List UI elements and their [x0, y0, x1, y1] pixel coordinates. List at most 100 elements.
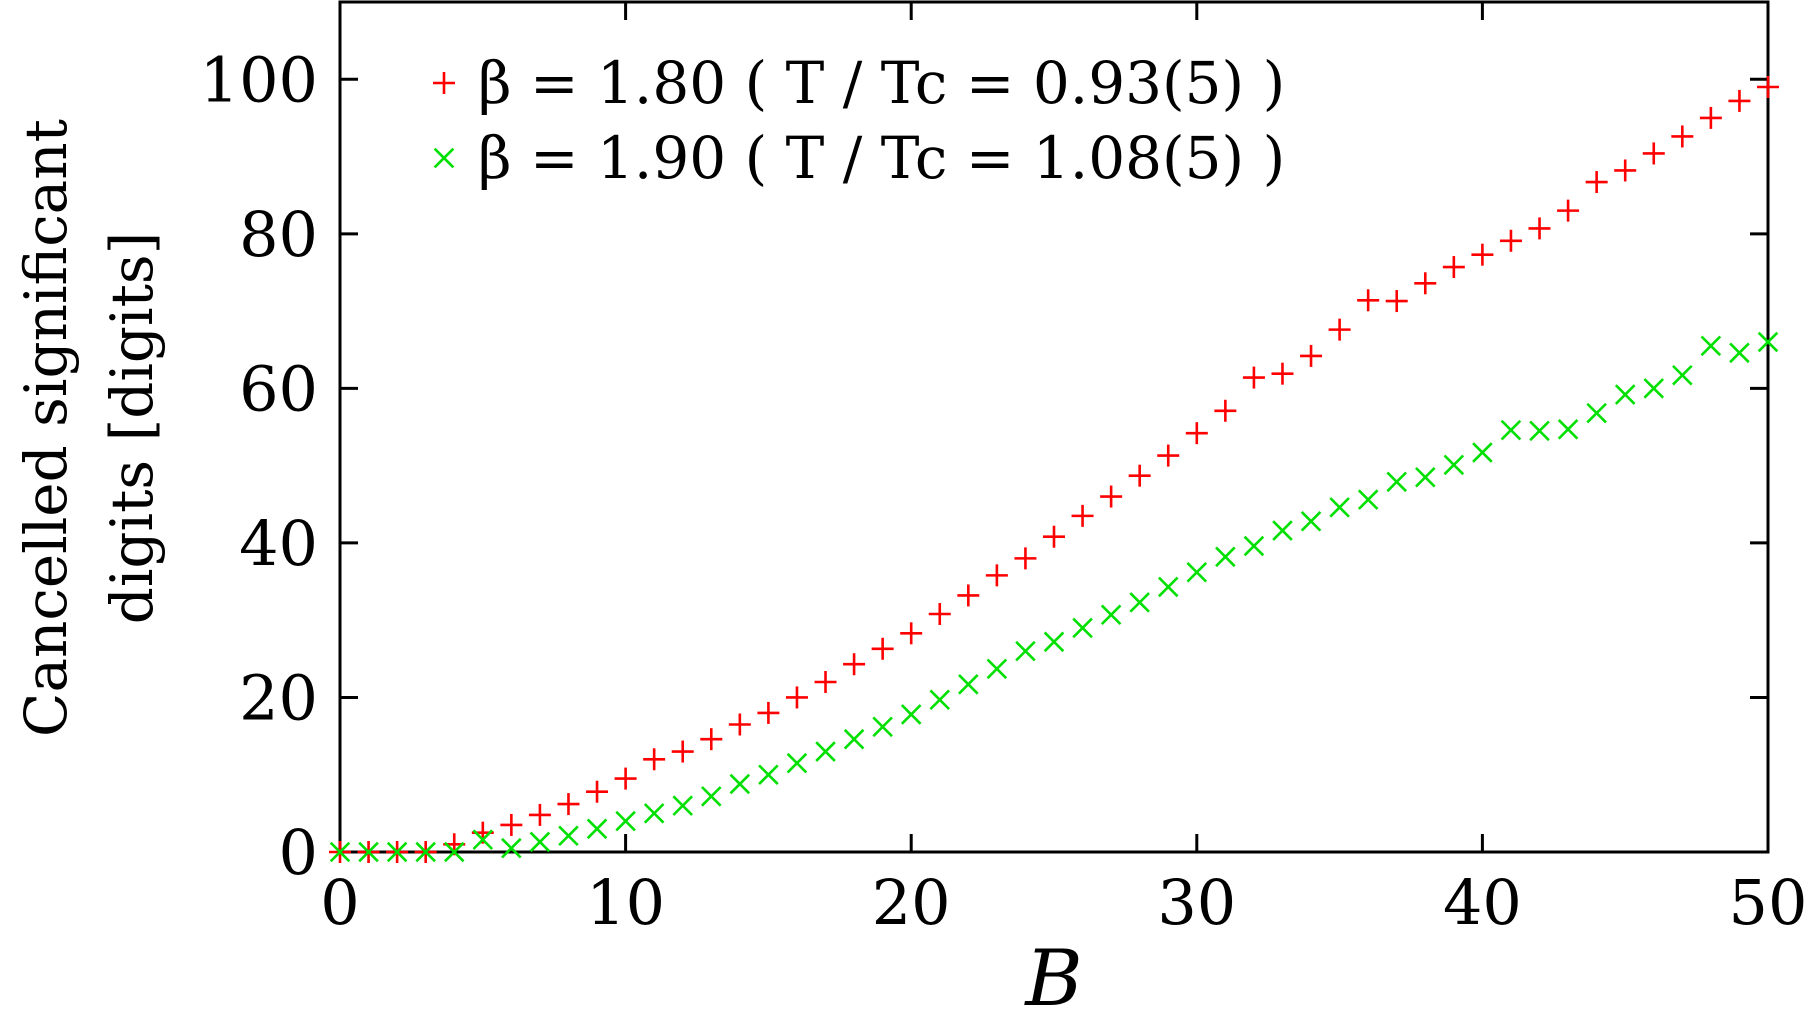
data-point — [957, 584, 980, 607]
marker-stroke — [815, 741, 836, 762]
data-point — [1499, 229, 1522, 252]
data-point — [1300, 511, 1322, 532]
y-tick-label: 80 — [239, 198, 318, 271]
data-point — [1300, 344, 1323, 367]
data-point — [786, 752, 808, 774]
data-point — [615, 810, 636, 832]
data-point — [1272, 520, 1293, 541]
data-point — [443, 841, 465, 863]
data-point — [586, 780, 609, 803]
marker-stroke — [1415, 466, 1436, 488]
data-point — [614, 767, 637, 790]
data-point — [672, 795, 693, 816]
data-point — [643, 803, 665, 824]
marker-stroke — [958, 674, 979, 695]
marker-stroke — [1215, 546, 1236, 568]
data-point — [758, 764, 779, 785]
data-point — [757, 701, 780, 724]
marker-stroke — [1272, 520, 1293, 541]
data-point — [1757, 76, 1779, 98]
marker-stroke — [1243, 535, 1265, 557]
marker-stroke — [1072, 617, 1093, 639]
marker-stroke — [1186, 562, 1208, 583]
marker-stroke — [786, 752, 808, 774]
data-point — [1043, 631, 1065, 653]
marker-stroke — [1386, 471, 1407, 493]
data-point — [586, 818, 608, 840]
y-tick-label: 20 — [239, 661, 318, 734]
marker-stroke — [1043, 631, 1065, 653]
y-tick-label: 60 — [239, 352, 318, 425]
data-point — [329, 841, 351, 863]
marker-stroke — [1529, 420, 1550, 442]
marker-stroke — [1586, 402, 1607, 424]
y-tick-label: 40 — [239, 507, 318, 580]
data-point — [814, 671, 837, 693]
marker-stroke — [1643, 378, 1665, 399]
data-point — [1529, 420, 1550, 442]
x-tick-label: 30 — [1157, 866, 1236, 939]
plot-frame — [338, 0, 1770, 854]
data-point — [701, 786, 722, 807]
data-point — [843, 653, 866, 676]
data-point — [729, 773, 751, 795]
marker-stroke — [672, 795, 693, 816]
x-tick-label: 20 — [872, 866, 951, 939]
marker-stroke — [843, 728, 865, 750]
data-point — [1215, 546, 1236, 568]
data-point — [1442, 256, 1465, 279]
data-point — [1071, 504, 1094, 527]
legend-label: β = 1.90 ( T / Tc = 1.08(5) ) — [478, 124, 1285, 192]
marker-stroke — [701, 786, 722, 807]
marker-stroke — [643, 803, 665, 824]
marker-stroke — [558, 825, 579, 847]
marker-stroke — [872, 716, 893, 738]
data-point — [872, 716, 893, 738]
data-point — [1557, 199, 1580, 222]
series-1 — [329, 76, 1779, 863]
marker-stroke — [1300, 511, 1322, 532]
data-point — [558, 825, 579, 847]
data-point — [785, 686, 808, 709]
data-point — [1242, 366, 1265, 389]
series-2 — [329, 331, 1779, 863]
marker-stroke — [1472, 442, 1493, 463]
data-point — [1157, 444, 1180, 467]
marker-stroke — [1015, 640, 1036, 662]
marker-stroke — [1329, 497, 1350, 518]
data-point — [700, 728, 723, 751]
marker-stroke — [501, 837, 522, 859]
x-axis-label: B — [1023, 934, 1082, 1017]
data-point — [1671, 125, 1694, 148]
marker-stroke — [433, 147, 455, 169]
data-point — [1100, 604, 1122, 626]
data-point — [1185, 422, 1208, 445]
data-point — [1614, 159, 1637, 182]
data-point — [1129, 592, 1150, 613]
marker-stroke — [1100, 604, 1122, 626]
y-axis-label-line: Cancelled significant — [12, 119, 80, 737]
data-point — [1328, 318, 1351, 341]
data-point — [728, 713, 751, 736]
data-point — [1672, 364, 1693, 386]
data-point — [1757, 331, 1779, 353]
x-tick-label: 40 — [1443, 866, 1522, 939]
x-tick-label: 0 — [320, 866, 359, 939]
data-point — [1528, 217, 1551, 240]
data-point — [415, 841, 436, 863]
marker-stroke — [1443, 454, 1465, 476]
data-point — [1128, 464, 1151, 487]
data-point — [671, 740, 694, 763]
marker-stroke — [386, 841, 408, 863]
data-point — [1386, 471, 1407, 493]
data-point — [1186, 562, 1208, 583]
y-axis-label: Cancelled significant digits [digits] — [12, 119, 166, 737]
data-point — [871, 637, 894, 660]
data-point — [958, 674, 979, 695]
marker-stroke — [986, 658, 1008, 680]
data-point — [358, 841, 379, 863]
x-tick-label: 50 — [1729, 866, 1808, 939]
data-point — [1729, 342, 1750, 364]
marker-stroke — [900, 704, 922, 725]
